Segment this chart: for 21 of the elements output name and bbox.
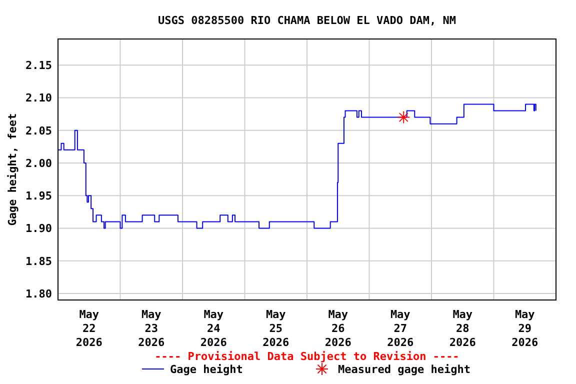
x-tick-label: May 28 2026 bbox=[449, 308, 476, 349]
y-tick-label: 2.05 bbox=[26, 124, 52, 138]
y-tick-label: 1.85 bbox=[26, 254, 52, 268]
x-tick-label: May 27 2026 bbox=[387, 308, 414, 349]
text: ---- Provisional Data Subject to Revision ---- bbox=[154, 350, 460, 363]
x-tick-label: May 25 2026 bbox=[262, 308, 290, 349]
x-tick-label: May 24 2026 bbox=[200, 308, 228, 349]
y-tick-label: 1.90 bbox=[26, 222, 52, 236]
y-tick-label: 2.10 bbox=[26, 92, 52, 105]
y-tick-label: 2.00 bbox=[26, 156, 52, 170]
x-tick-label: May 26 2026 bbox=[324, 308, 352, 349]
y-tick-label: 1.95 bbox=[26, 190, 52, 203]
x-tick-label: May 23 2026 bbox=[138, 308, 165, 349]
legend-label: Measured gage height bbox=[338, 363, 470, 376]
y-tick-label: 2.15 bbox=[26, 59, 52, 72]
x-tick-label: May 22 2026 bbox=[76, 308, 103, 349]
x-tick-label: May 29 2026 bbox=[512, 308, 538, 349]
y-tick-label: 1.80 bbox=[26, 287, 52, 300]
y-axis-title: Gage height, feet bbox=[6, 113, 19, 226]
chart-title: USGS 08285500 RIO CHAMA BELOW EL VADO DAM, NM bbox=[158, 14, 456, 27]
legend-label: Gage height bbox=[170, 363, 243, 376]
